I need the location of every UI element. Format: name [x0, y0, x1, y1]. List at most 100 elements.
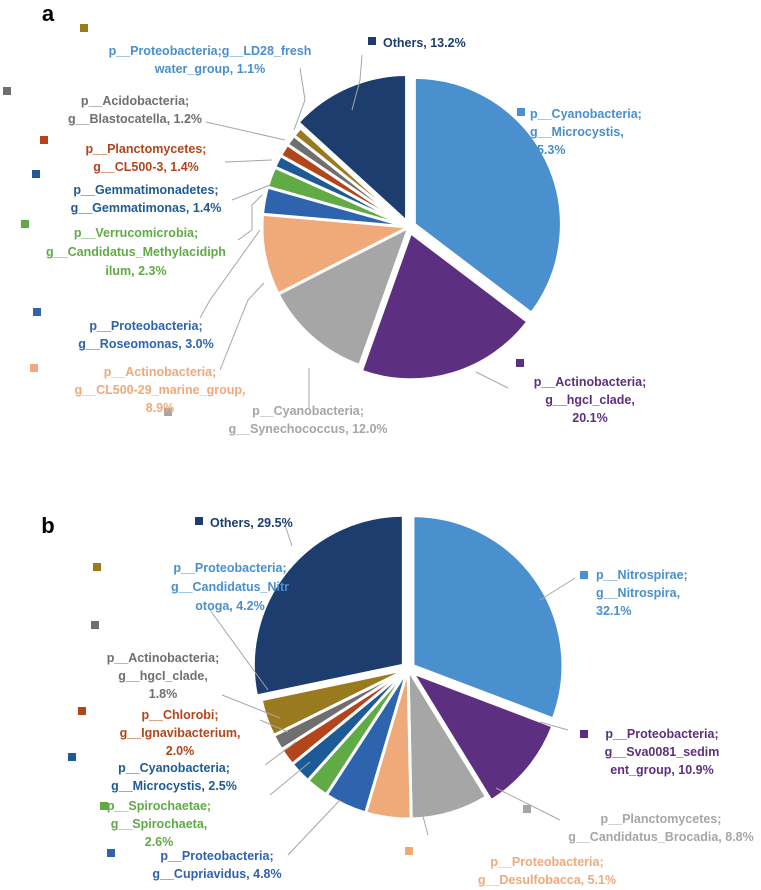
slice-label-line: g__Cupriavidus, 4.8%	[152, 867, 281, 881]
legend-marker	[580, 730, 588, 738]
slice-label-line: g__Microcystis,	[530, 125, 624, 139]
slice-label-line: g__Sva0081_sedim	[605, 745, 720, 759]
slice-label-line: g__Candidatus_Nitr	[171, 580, 289, 594]
slice-label: p__Cyanobacteria; g__Microcystis, 35.3%	[530, 107, 642, 157]
pie-chart-a: ap__Cyanobacteria; g__Microcystis, 35.3%p_…	[3, 1, 646, 436]
slice-label: p__Proteobacteria; g__Roseomonas, 3.0%	[78, 319, 213, 351]
slice-label-line: Others, 29.5%	[210, 516, 293, 530]
slice-label: p__Gemmatimonadetes; g__Gemmatimonas, 1.4…	[71, 183, 222, 215]
slice-label-line: p__Actinobacteria;	[534, 375, 647, 389]
legend-marker	[32, 170, 40, 178]
slice-label-line: p__Proteobacteria;	[173, 561, 286, 575]
slice-label-line: p__Acidobacteria;	[81, 94, 189, 108]
pie-slice	[292, 126, 411, 229]
leader-line	[284, 524, 293, 547]
slice-label: Others, 13.2%	[383, 36, 466, 50]
leader-line	[259, 719, 289, 733]
legend-marker	[33, 308, 41, 316]
slice-label: p__Cyanobacteria; g__Synechococcus, 12.0%	[228, 404, 387, 436]
slice-label: p__Chlorobi; g__Ignavibacterium, 2.0%	[120, 708, 241, 758]
slice-label-line: 2.6%	[145, 835, 174, 849]
slice-label-line: p__Proteobacteria;g__LD28_fresh	[109, 44, 312, 58]
pie-slice	[412, 75, 563, 315]
slice-label: p__Cyanobacteria; g__Microcystis, 2.5%	[111, 761, 237, 793]
slice-label: p__Actinobacteria; g__hgcI_clade, 20.1%	[534, 375, 647, 425]
slice-label-line: g__Blastocatella, 1.2%	[68, 112, 202, 126]
legend-marker	[68, 753, 76, 761]
slice-label-line: p__Proteobacteria;	[160, 849, 273, 863]
slice-label-line: g__Candidatus_Brocadia, 8.8%	[568, 830, 753, 844]
slice-label-line: g__Nitrospira,	[596, 586, 680, 600]
pie-chart-b: b p__Nitrospirae; g__Nitrospira, 32.1% p__Pr…	[41, 513, 753, 887]
legend-marker	[368, 37, 376, 45]
slice-label: p__Proteobacteria;g__LD28_fresh water_gro…	[109, 44, 312, 76]
legend-marker	[523, 805, 531, 813]
slice-label-line: p__Cyanobacteria;	[252, 404, 364, 418]
pie-slice	[259, 667, 410, 738]
slice-label-line: 8.9%	[146, 401, 175, 415]
slice-label-line: g__Spirochaeta,	[111, 817, 208, 831]
slice-label-line: 2.0%	[166, 744, 195, 758]
slice-label-line: p__Proteobacteria;	[490, 855, 603, 869]
slice-label-line: p__Planctomycetes;	[86, 142, 207, 156]
leader-line	[264, 741, 297, 766]
leader-line	[209, 609, 269, 691]
legend-marker	[164, 408, 172, 416]
legend-marker	[517, 108, 525, 116]
leader-line	[539, 577, 576, 601]
pie-slice	[411, 514, 565, 721]
pie-slice	[260, 212, 411, 296]
legend-marker	[195, 517, 203, 525]
slice-label: p__Actinobacteria; g__CL500-29_marine_gro…	[75, 365, 246, 415]
legend-marker	[80, 24, 88, 32]
panel-label: b	[41, 513, 54, 538]
panel-label: a	[42, 1, 55, 26]
slice-label-line: ilum, 2.3%	[105, 264, 166, 278]
slice-label-line: g__CL500-3, 1.4%	[93, 160, 199, 174]
slice-label-line: p__Actinobacteria;	[104, 365, 217, 379]
legend-marker	[405, 847, 413, 855]
slice-label: p__Spirochaetae; g__Spirochaeta, 2.6%	[107, 799, 211, 849]
pie-slice	[276, 225, 411, 367]
slice-label-line: g__Gemmatimonas, 1.4%	[71, 201, 222, 215]
slice-label: Others, 29.5%	[210, 516, 293, 530]
slice-label-line: p__Nitrospirae;	[596, 568, 688, 582]
legend-marker	[100, 802, 108, 810]
slice-label: p__Acidobacteria; g__Blastocatella, 1.2%	[68, 94, 202, 126]
pie-slice	[411, 671, 555, 803]
slice-label-line: 35.3%	[530, 143, 565, 157]
slice-label-line: g__CL500-29_marine_group,	[75, 383, 246, 397]
slice-label-line: 20.1%	[572, 411, 607, 425]
leader-line	[293, 67, 306, 131]
slice-label: p__Actinobacteria; g__hgcI_clade, 1.8%	[107, 651, 220, 701]
slice-label-line: p__Cyanobacteria;	[530, 107, 642, 121]
legend-marker	[93, 563, 101, 571]
legend-marker	[3, 87, 11, 95]
slice-label: p__Planctomycetes; g__Candidatus_Brocadia…	[568, 812, 753, 844]
slice-label-line: g__hgcI_clade,	[118, 669, 208, 683]
slice-label-line: otoga, 4.2%	[195, 599, 264, 613]
slice-label-line: g__Microcystis, 2.5%	[111, 779, 237, 793]
legend-marker	[78, 707, 86, 715]
leader-line	[231, 184, 271, 201]
slice-label-line: water_group, 1.1%	[154, 62, 265, 76]
slice-label: p__Proteobacteria; g__Desulfobacca, 5.1%	[478, 855, 616, 887]
slice-label-line: p__Proteobacteria;	[605, 727, 718, 741]
legend-marker	[91, 621, 99, 629]
slice-label-line: g__Candidatus_Methylacidiph	[46, 245, 226, 259]
slice-label-line: p__Spirochaetae;	[107, 799, 211, 813]
slice-label: p__Verrucomicrobia; g__Candidatus_Methyla…	[46, 226, 226, 278]
slice-label-line: p__Actinobacteria;	[107, 651, 220, 665]
pie-slice	[251, 513, 405, 698]
slice-label-line: g__Ignavibacterium,	[120, 726, 241, 740]
slice-label-line: g__hgcI_clade,	[545, 393, 635, 407]
legend-marker	[107, 849, 115, 857]
slice-label: p__Nitrospirae; g__Nitrospira, 32.1%	[596, 568, 688, 618]
slice-label-line: 32.1%	[596, 604, 631, 618]
slice-label-line: ent_group, 10.9%	[610, 763, 714, 777]
leader-line	[205, 121, 286, 141]
slice-label: p__Proteobacteria; g__Sva0081_sedim ent_gr…	[605, 727, 720, 777]
slice-label-line: p__Planctomycetes;	[601, 812, 722, 826]
legend-marker	[30, 364, 38, 372]
